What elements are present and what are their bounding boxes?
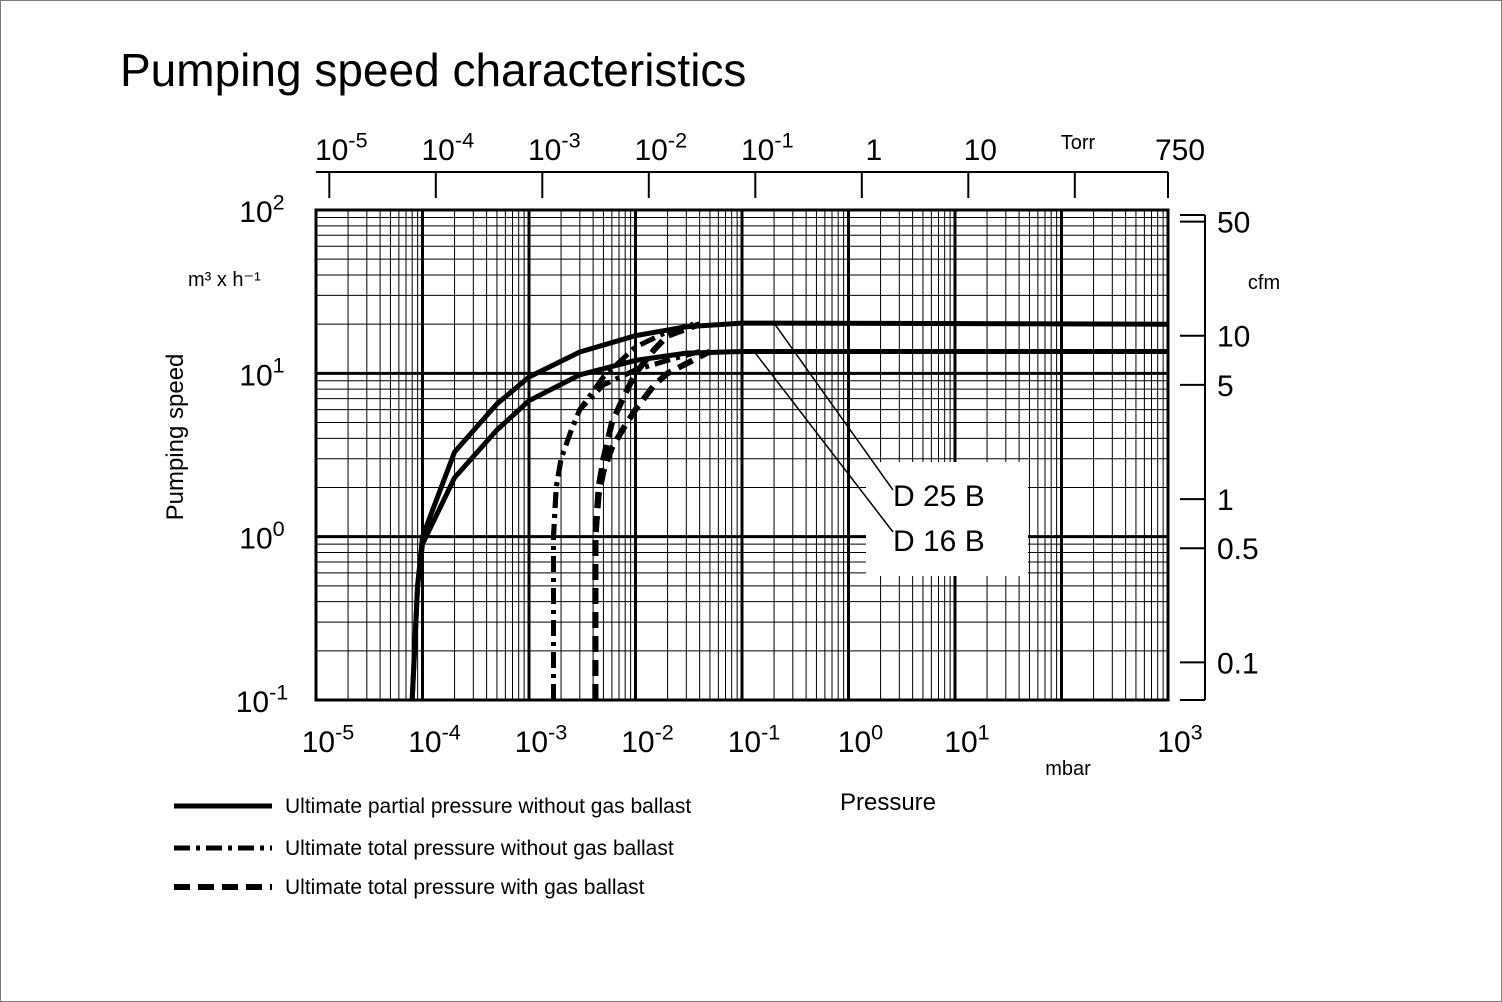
y-axis-label: Pumping speed bbox=[162, 354, 189, 521]
series-line-dashed bbox=[592, 321, 701, 700]
y-tick-label: 100 bbox=[239, 516, 284, 556]
right-tick-label: 1 bbox=[1217, 484, 1234, 517]
series-label-d16b: D 16 B bbox=[893, 525, 985, 558]
right-tick-label: 0.5 bbox=[1217, 533, 1259, 566]
series-line-dashdot bbox=[551, 321, 695, 700]
chart-title: Pumping speed characteristics bbox=[120, 44, 746, 96]
series-label-d25b: D 25 B bbox=[893, 480, 985, 513]
leader-line-d16b bbox=[753, 351, 894, 533]
top-tick-label: 10-5 bbox=[315, 127, 368, 167]
grid-layer bbox=[314, 210, 1168, 702]
x-tick-label: 103 bbox=[1157, 719, 1202, 759]
plot-border bbox=[314, 208, 1170, 702]
series-line-solid bbox=[409, 320, 1169, 701]
axis-layer: 10-5 10-4 10-3 10-2 10-1 100 101 10310210110010… bbox=[236, 127, 1259, 759]
top-tick-label: 10 bbox=[964, 134, 997, 167]
x-tick-label: 10-4 bbox=[408, 719, 461, 759]
top-tick-label: 10-2 bbox=[635, 127, 688, 167]
top-tick-label: 10-4 bbox=[422, 127, 475, 167]
x-tick-label: 10-2 bbox=[621, 719, 674, 759]
x-tick-label: 101 bbox=[944, 719, 989, 759]
right-tick-label: 10 bbox=[1217, 321, 1250, 354]
top-tick-label: 1 bbox=[865, 134, 882, 167]
y-tick-label: 101 bbox=[239, 353, 284, 393]
legend-label: Ultimate total pressure with gas ballast bbox=[285, 876, 645, 899]
label-layer: D 25 B D 16 B Ultimate partial pressure wi… bbox=[174, 322, 1028, 899]
legend-label: Ultimate partial pressure without gas ba… bbox=[285, 795, 691, 818]
series-layer bbox=[409, 320, 1169, 701]
right-tick-label: 50 bbox=[1217, 207, 1250, 240]
leader-line-d25b bbox=[773, 322, 894, 491]
y-axis-unit: m³ x h⁻¹ bbox=[188, 269, 261, 291]
top-tick-label: 10-3 bbox=[528, 127, 581, 167]
right-axis-unit: cfm bbox=[1248, 272, 1280, 294]
y-tick-label: 102 bbox=[239, 189, 284, 229]
right-tick-label: 0.1 bbox=[1217, 647, 1259, 680]
x-tick-label: 10-1 bbox=[728, 719, 781, 759]
top-tick-label: 750 bbox=[1155, 134, 1205, 167]
label-callout-box bbox=[866, 462, 1028, 576]
top-tick-label: 10-1 bbox=[741, 127, 794, 167]
x-tick-label: 10-3 bbox=[515, 719, 568, 759]
series-line-solid bbox=[409, 349, 1168, 701]
x-axis-label: Pressure bbox=[840, 789, 936, 816]
right-tick-label: 5 bbox=[1217, 370, 1234, 403]
x-tick-label: 10-5 bbox=[302, 719, 355, 759]
legend-label: Ultimate total pressure without gas ball… bbox=[285, 837, 674, 860]
top-axis-unit: Torr bbox=[1061, 132, 1096, 154]
x-axis-unit: mbar bbox=[1045, 758, 1091, 780]
x-tick-label: 100 bbox=[838, 719, 883, 759]
y-tick-label: 10-1 bbox=[236, 679, 289, 719]
series-line-dashed bbox=[592, 348, 712, 700]
series-line-dashdot bbox=[551, 349, 701, 700]
